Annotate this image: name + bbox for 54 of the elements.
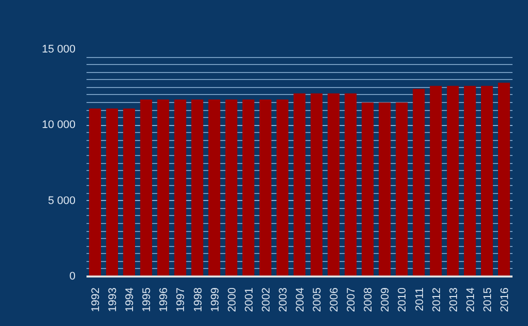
y-tick-label: 0 [69, 270, 76, 282]
bar [378, 102, 391, 276]
y-tick-label: 15 000 [42, 44, 76, 56]
bar [480, 86, 493, 276]
x-tick-label: 2012 [430, 287, 443, 312]
bar [464, 86, 476, 276]
x-tick-label: 2004 [294, 287, 306, 312]
bar [140, 99, 152, 276]
bar [362, 102, 374, 276]
bar [328, 93, 340, 276]
x-tick-label: 2006 [328, 287, 341, 312]
x-tick-label: 1993 [107, 287, 120, 312]
bar [191, 99, 204, 276]
bar [310, 93, 323, 276]
x-tick-label: 1996 [158, 287, 170, 312]
bar [498, 82, 510, 276]
bar [208, 99, 220, 276]
bar [430, 86, 442, 276]
x-tick-label: 2003 [277, 287, 290, 312]
x-tick-label: 2000 [226, 287, 238, 312]
bar [412, 88, 425, 276]
bar [157, 99, 170, 276]
bar [174, 99, 186, 276]
x-tick-label: 1997 [175, 287, 188, 312]
x-tick-label: 2001 [243, 287, 256, 312]
x-tick-label: 2015 [482, 287, 494, 312]
x-tick-label: 2010 [396, 287, 409, 312]
bar [106, 108, 118, 276]
y-tick-label: 10 000 [42, 119, 76, 132]
y-tick-label: 5 000 [48, 194, 76, 207]
bar [276, 99, 288, 276]
x-tick-label: 2007 [346, 287, 358, 312]
x-tick-label: 1995 [141, 287, 154, 312]
x-tick-label: 1994 [124, 287, 136, 312]
bar [446, 86, 459, 276]
x-tick-label: 2016 [498, 287, 511, 312]
x-tick-label: 1998 [192, 287, 204, 312]
x-tick-label: 2014 [464, 287, 477, 312]
x-tick-label: 2002 [260, 287, 272, 312]
x-tick-label: 2009 [380, 287, 392, 312]
bar [259, 99, 272, 276]
bar [396, 102, 408, 276]
bar [225, 99, 238, 276]
bar [242, 99, 254, 276]
x-tick-label: 1992 [90, 287, 102, 312]
x-tick-label: 2005 [312, 287, 324, 312]
bar [89, 108, 101, 276]
bar [344, 93, 357, 276]
bar [123, 108, 136, 276]
bar [294, 93, 306, 276]
x-tick-label: 2011 [414, 288, 426, 312]
x-tick-label: 2013 [448, 287, 460, 312]
x-tick-label: 1999 [209, 287, 222, 312]
x-tick-label: 2008 [362, 287, 375, 312]
